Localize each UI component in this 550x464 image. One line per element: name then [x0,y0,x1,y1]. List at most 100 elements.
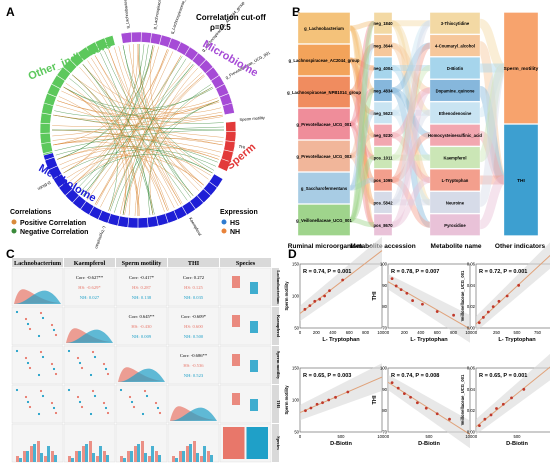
pairs-hist-nh [182,451,185,462]
pairs-hist-hs [200,456,203,462]
circos-link [100,74,205,208]
pairs-scatter-point [41,394,45,398]
circos-link [82,63,155,215]
sankey-accession-node [373,79,393,102]
scatter-annotation: R = 0.74, P = 0.008 [391,373,439,379]
circos-link [53,101,220,121]
circos-link [57,44,145,160]
scatter-point [489,413,493,417]
circos-tick [176,41,182,52]
circos-link [61,90,223,120]
scatter-point [411,299,414,302]
pairs-hist-hs [193,441,196,462]
scatter-confidence-band [300,363,382,421]
scatter-fit-line [299,376,383,413]
pairs-scatter-point [24,395,28,399]
pairs-scatter-point [52,406,56,410]
scatter-ytick: 0.02 [467,304,476,309]
sankey-link [348,25,376,93]
pairs-scatter-point [54,333,58,337]
cutoff-value: ρ=0.5 [210,23,231,32]
scatter-xlabel: D-Biotin [506,441,528,447]
circos-link [63,149,217,174]
pairs-box-nh [250,360,258,372]
pairs-hist-nh [106,455,109,462]
circos-node-label: g_Lachnospiraceae_UCG_001 [169,0,193,34]
sankey-metabolite-label: Neuroine [446,200,465,205]
pairs-hist-nh [151,446,154,462]
circos-link [149,67,198,215]
pairs-row-label: Kaempferol [276,315,281,338]
pairs-scatter-point [54,372,58,376]
pairs-scatter-point [15,388,19,392]
cutoff-title: Correlation cut-off [196,13,266,22]
scatter-point [390,381,394,385]
pairs-density-nh [118,368,165,382]
pairs-hist-nh [78,451,81,462]
pairs-scatter-point [158,411,162,415]
circos-link [53,116,223,146]
pairs-row-label: Species [276,436,281,450]
circos-link [54,129,225,152]
circos-tick [42,150,53,154]
scatter-xtick: 0 [299,434,302,439]
pairs-cell [115,384,168,424]
pairs-hist-nh [47,446,50,462]
pairs-scatter-point [24,356,28,360]
pairs-header-bg [12,258,63,267]
circos-link [59,145,219,166]
sankey-metabolite-node [429,12,481,35]
pairs-cell [63,267,116,307]
scatter-point [396,386,400,390]
pairs-scatter-point [89,373,93,377]
pairs-bar-nh [246,427,268,459]
pairs-corr-text: Corr: -0.417* [129,275,155,280]
sankey-link [349,89,375,116]
pairs-hist-hs [179,451,182,462]
sankey-accession-label: pos_5842 [373,200,393,205]
scatter-xlabel: L- Tryptophan [410,337,448,343]
sankey-accession-label: neg_4004 [373,66,393,71]
sankey-micro-node [297,44,351,76]
legend-correlations-title: Correlations [10,209,51,216]
scatter-point [435,310,439,313]
pairs-scatter-point [26,361,30,365]
scatter-xtick: 1000 [377,434,387,439]
circos-tick [40,122,51,125]
circos-tick [51,83,61,89]
sankey-link [390,109,432,206]
sankey-metabolite-label: Homocysteinesulfinic_acid [428,133,482,138]
pairs-scatter-point [41,355,45,359]
sankey-link [477,85,507,185]
scatter-xlabel: D-Biotin [330,441,352,447]
scatter-ytick: 0.04 [467,283,476,288]
pairs-hist-hs [127,451,130,462]
sankey-metabolite-label: 3-Thiocytidine [441,21,470,26]
sankey-accession-node [373,57,393,79]
scatter-xtick: 0 [387,330,390,335]
pairs-scatter-point [76,356,80,360]
scatter-point [390,277,394,281]
circos-tick [184,46,191,56]
panel-label-a: A [6,5,15,19]
sankey-micro-node [297,204,351,236]
circos-tick [209,181,218,188]
scatter-annotation: R = 0.78, P = 0.007 [391,269,439,275]
circos-tick [196,195,204,204]
sankey-accession-label: pos_8670 [373,223,393,228]
scatter-point [409,395,412,399]
pairs-scatter-point [154,401,158,405]
sankey-accession-label: neg_4834 [373,88,393,93]
sankey-accession-node [373,169,393,191]
scatter-ylabel: Veillonellaceae_UCG_001 [460,270,465,321]
pairs-corr-text: Corr: -0.609* [181,314,207,319]
pairs-hist-nh [40,453,43,462]
pairs-scatter-point [28,366,32,370]
sankey-indicator-label: Sperm_motility [504,66,539,72]
scatter-xtick: 1000 [377,330,387,335]
circos-link [71,74,218,110]
pairs-cell [63,384,116,424]
pairs-cell [11,384,64,424]
pairs-cell [219,306,272,346]
scatter-point [491,305,495,309]
